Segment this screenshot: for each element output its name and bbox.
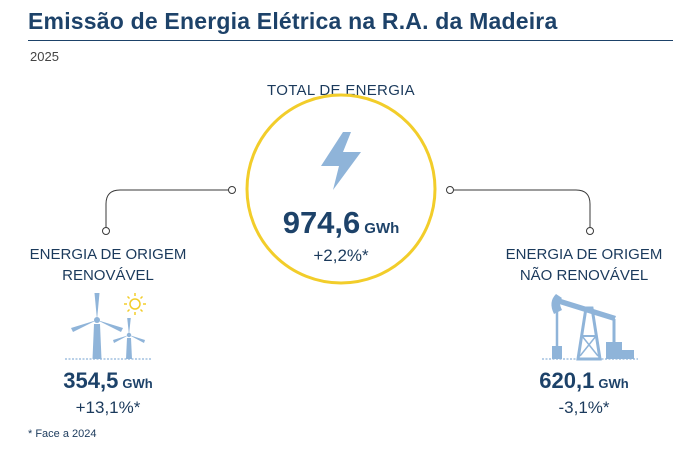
right-connector-line [450, 189, 591, 228]
total-value-unit: GWh [364, 220, 400, 237]
left-connector-dot [228, 186, 236, 194]
oil-pump-icon [542, 294, 638, 361]
renewable-change: +13,1%* [75, 398, 141, 417]
non-renewable-label-line1: ENERGIA DE ORIGEM [505, 246, 663, 263]
renewable-label-line1: ENERGIA DE ORIGEM [29, 246, 187, 263]
footnote: * Face a 2024 [28, 428, 97, 440]
non-renewable-value-number: 620,1 [539, 368, 595, 393]
right-connector-dot [446, 186, 454, 194]
year-label: 2025 [30, 49, 59, 64]
page-title: Emissão de Energia Elétrica na R.A. da M… [28, 8, 558, 34]
non-renewable-change: -3,1%* [558, 398, 610, 417]
total-circle [245, 93, 437, 285]
non-renewable-value: 620,1 GWh [474, 368, 694, 394]
non-renewable-label-line2: NÃO RENOVÁVEL [519, 267, 649, 284]
renewable-value: 354,5 GWh [0, 368, 218, 394]
wind-turbines-sun-icon [65, 293, 151, 360]
non-renewable-label: ENERGIA DE ORIGEM NÃO RENOVÁVEL [474, 244, 694, 286]
left-connector-line [105, 189, 232, 228]
total-change: +2,2%* [313, 246, 369, 265]
total-energy-label: TOTAL DE ENERGIA [267, 82, 415, 99]
renewable-label: ENERGIA DE ORIGEM RENOVÁVEL [0, 244, 218, 286]
total-value: 974,6 GWh [0, 205, 682, 241]
renewable-value-number: 354,5 [63, 368, 119, 393]
renewable-value-unit: GWh [122, 376, 153, 391]
total-value-number: 974,6 [282, 205, 361, 240]
non-renewable-value-unit: GWh [598, 376, 629, 391]
right-connector-end-dot [586, 227, 594, 235]
title-divider [28, 40, 673, 41]
renewable-label-line2: RENOVÁVEL [62, 267, 154, 284]
lightning-bolt-icon [321, 132, 361, 190]
left-connector-end-dot [102, 227, 110, 235]
